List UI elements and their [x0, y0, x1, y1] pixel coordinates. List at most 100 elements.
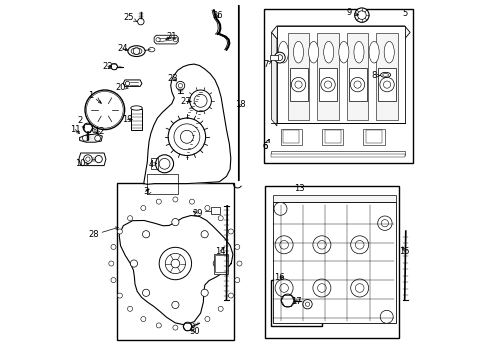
Circle shape — [381, 220, 387, 227]
Bar — [289, 68, 307, 101]
Polygon shape — [80, 134, 102, 142]
Circle shape — [88, 93, 122, 127]
Polygon shape — [123, 80, 142, 86]
Circle shape — [125, 81, 129, 86]
Circle shape — [279, 284, 288, 292]
Text: 1: 1 — [88, 91, 101, 103]
Circle shape — [85, 157, 90, 161]
Circle shape — [171, 219, 179, 226]
Text: 27: 27 — [181, 97, 191, 106]
Polygon shape — [189, 97, 197, 105]
Circle shape — [89, 94, 120, 125]
Text: 6: 6 — [262, 139, 268, 152]
Circle shape — [324, 81, 331, 88]
Circle shape — [237, 261, 242, 266]
Text: 23: 23 — [167, 74, 178, 83]
Circle shape — [168, 118, 205, 156]
Bar — [375, 33, 397, 120]
Circle shape — [357, 11, 366, 19]
Bar — [271, 154, 404, 157]
Circle shape — [94, 129, 96, 131]
Ellipse shape — [382, 73, 387, 76]
Text: 22: 22 — [102, 62, 113, 71]
Text: 9: 9 — [346, 8, 358, 17]
Circle shape — [194, 94, 206, 107]
Circle shape — [294, 81, 302, 88]
Bar — [377, 68, 395, 101]
Circle shape — [302, 300, 311, 309]
Circle shape — [180, 130, 193, 143]
Circle shape — [355, 284, 363, 292]
Circle shape — [111, 63, 117, 70]
Circle shape — [156, 323, 161, 328]
Bar — [363, 129, 384, 145]
Circle shape — [156, 37, 160, 42]
Circle shape — [317, 240, 325, 249]
Circle shape — [213, 260, 220, 267]
Text: 2: 2 — [77, 116, 84, 128]
Ellipse shape — [384, 41, 393, 63]
Circle shape — [141, 206, 145, 211]
Circle shape — [155, 155, 173, 173]
Circle shape — [133, 48, 140, 54]
Circle shape — [172, 325, 178, 330]
Text: 14: 14 — [214, 247, 225, 256]
Circle shape — [377, 216, 391, 230]
Polygon shape — [143, 64, 230, 184]
Circle shape — [305, 302, 309, 306]
Bar — [287, 33, 309, 120]
Text: 3: 3 — [142, 187, 149, 196]
Circle shape — [111, 278, 116, 283]
Circle shape — [85, 90, 124, 130]
Circle shape — [275, 236, 292, 254]
Bar — [280, 129, 302, 145]
Polygon shape — [271, 26, 409, 39]
Circle shape — [379, 77, 393, 92]
Circle shape — [234, 244, 239, 249]
Circle shape — [83, 155, 92, 163]
Ellipse shape — [308, 41, 318, 63]
Bar — [271, 151, 404, 155]
Bar — [213, 254, 227, 274]
Text: 7: 7 — [263, 60, 271, 69]
Ellipse shape — [323, 41, 333, 63]
Circle shape — [95, 135, 101, 141]
Bar — [283, 130, 299, 143]
Circle shape — [173, 37, 177, 42]
Bar — [270, 280, 321, 326]
Circle shape — [178, 84, 182, 88]
Circle shape — [102, 107, 107, 113]
Circle shape — [171, 301, 179, 309]
Polygon shape — [272, 202, 395, 323]
Text: 21: 21 — [165, 32, 177, 41]
Polygon shape — [79, 153, 106, 166]
Bar — [265, 186, 399, 338]
Circle shape — [183, 322, 192, 331]
Circle shape — [275, 279, 292, 297]
Bar — [324, 130, 340, 143]
Circle shape — [142, 289, 149, 296]
Circle shape — [189, 90, 211, 112]
Polygon shape — [154, 35, 178, 44]
Text: 4: 4 — [148, 161, 157, 169]
Circle shape — [228, 229, 233, 234]
Circle shape — [320, 77, 335, 92]
Circle shape — [317, 284, 325, 292]
Circle shape — [354, 8, 368, 22]
Text: 20: 20 — [115, 83, 128, 91]
Circle shape — [234, 278, 239, 283]
Ellipse shape — [353, 41, 363, 63]
Circle shape — [380, 310, 392, 323]
Circle shape — [191, 99, 195, 103]
Circle shape — [117, 293, 122, 298]
Bar — [317, 33, 338, 120]
Circle shape — [172, 197, 178, 202]
Circle shape — [176, 81, 184, 90]
Circle shape — [353, 81, 361, 88]
Circle shape — [142, 231, 149, 238]
Bar — [366, 130, 381, 143]
Circle shape — [281, 294, 294, 307]
Circle shape — [189, 199, 194, 204]
Circle shape — [349, 77, 364, 92]
Text: 8: 8 — [371, 71, 379, 80]
